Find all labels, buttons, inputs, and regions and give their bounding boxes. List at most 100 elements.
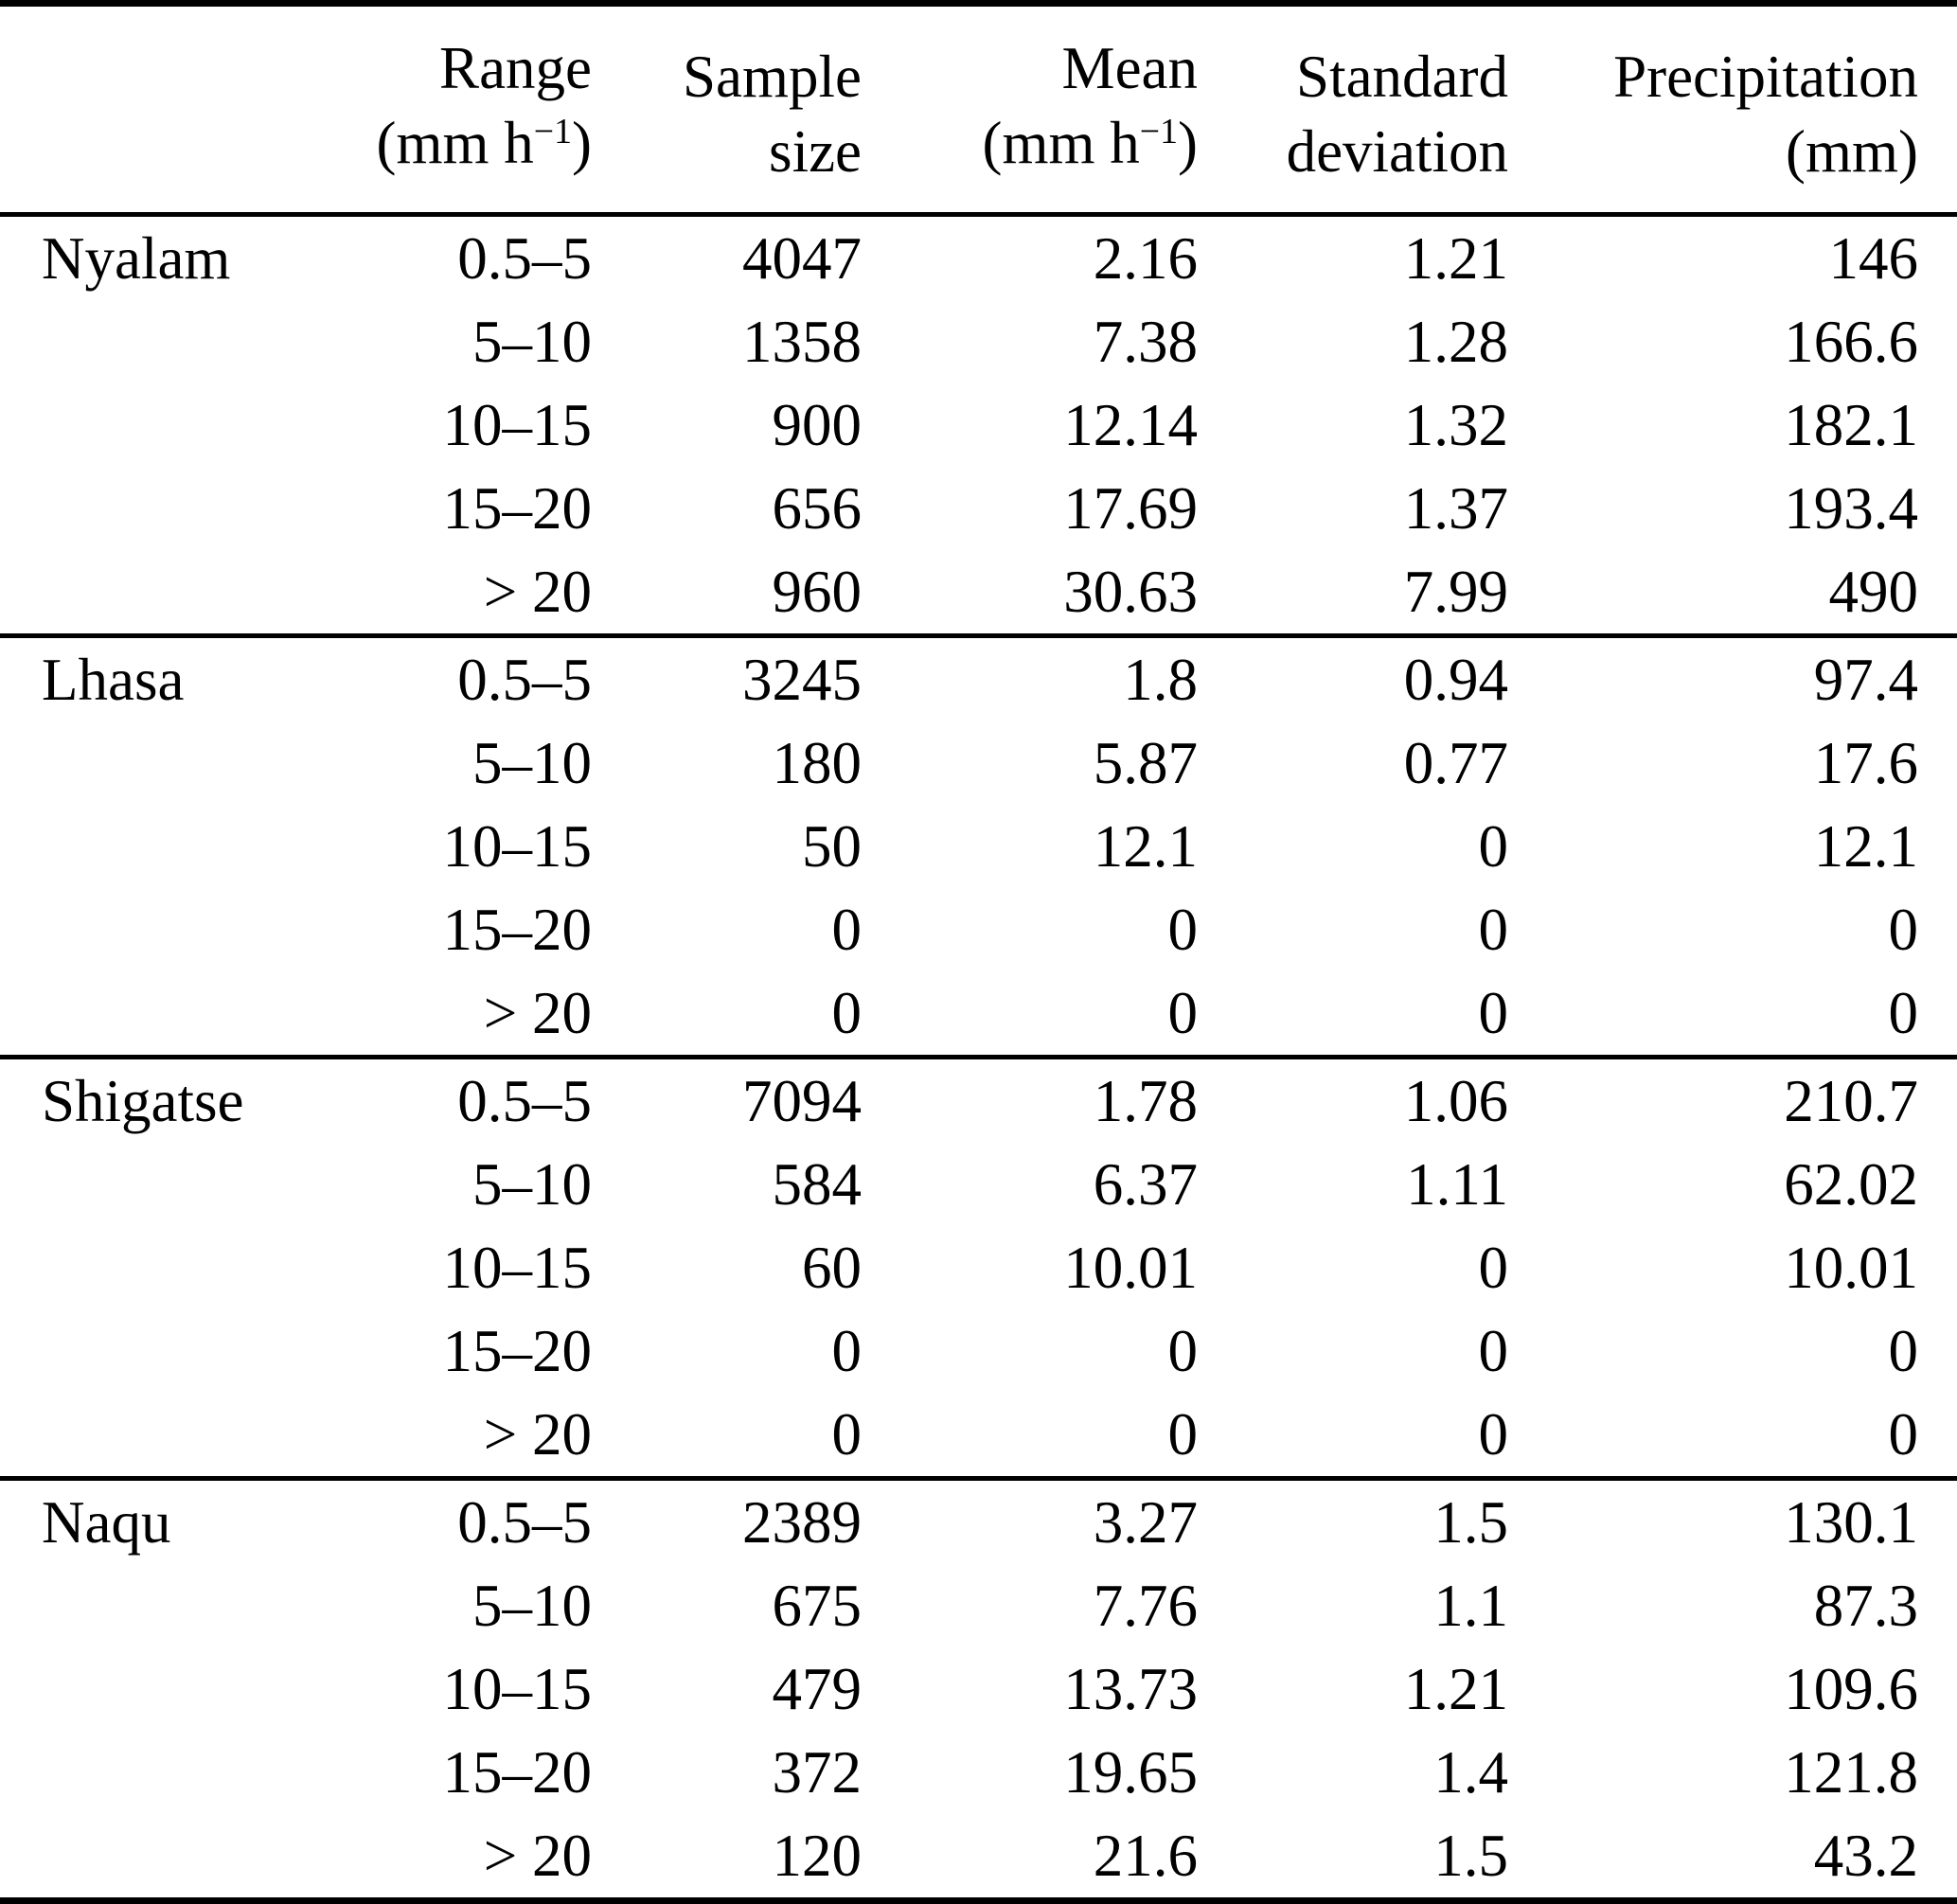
cell-std-dev: 0.94 — [1403, 646, 1508, 713]
table-row: > 20 120 21.6 1.5 43.2 — [0, 1814, 1957, 1901]
table-row: > 20 0 0 0 0 — [0, 1393, 1957, 1479]
cell-precipitation: 43.2 — [1813, 1822, 1918, 1889]
cell-sample-size: 900 — [772, 391, 863, 458]
cell-sample-size: 2389 — [742, 1488, 862, 1556]
cell-mean: 6.37 — [1093, 1150, 1198, 1218]
section-naqu: Naqu 0.5–5 2389 3.27 1.5 130.1 5–10 675 … — [0, 1478, 1957, 1901]
cell-mean: 13.73 — [1063, 1655, 1198, 1722]
cell-std-dev: 1.21 — [1403, 224, 1508, 292]
cell-mean: 0 — [1167, 979, 1199, 1046]
cell-mean: 19.65 — [1063, 1738, 1198, 1806]
cell-std-dev: 1.1 — [1433, 1572, 1508, 1639]
header-row: Range (mm h−1) Sample size Mean (mm h−1)… — [0, 4, 1957, 215]
cell-std-dev: 0 — [1478, 1317, 1509, 1384]
cell-std-dev: 1.37 — [1403, 474, 1508, 542]
table-row: > 20 960 30.63 7.99 490 — [0, 550, 1957, 636]
cell-sample-size: 656 — [772, 474, 863, 542]
cell-mean: 10.01 — [1063, 1234, 1198, 1301]
cell-std-dev: 1.06 — [1403, 1067, 1508, 1134]
header-sample-line2: size — [769, 118, 862, 185]
cell-precipitation: 182.1 — [1784, 391, 1918, 458]
cell-range: > 20 — [483, 558, 592, 625]
cell-precipitation: 0 — [1888, 896, 1919, 963]
cell-precipitation: 490 — [1828, 558, 1919, 625]
cell-precipitation: 10.01 — [1784, 1234, 1918, 1301]
cell-range: 10–15 — [442, 1655, 593, 1722]
header-range-line1: Range — [439, 35, 592, 101]
cell-mean: 1.8 — [1123, 646, 1198, 713]
cell-sample-size: 960 — [772, 558, 863, 625]
table-row: 5–10 180 5.87 0.77 17.6 — [0, 721, 1957, 805]
cell-mean: 1.78 — [1093, 1067, 1198, 1134]
cell-std-dev: 0 — [1478, 1234, 1509, 1301]
cell-range: 5–10 — [472, 729, 592, 796]
header-range-unit: (mm h−1) — [376, 110, 592, 176]
cell-range: 5–10 — [472, 1150, 592, 1218]
cell-sample-size: 180 — [772, 729, 863, 796]
table-row: 15–20 0 0 0 0 — [0, 888, 1957, 971]
cell-station — [0, 1647, 312, 1731]
cell-mean: 12.1 — [1093, 812, 1198, 880]
table-row: Naqu 0.5–5 2389 3.27 1.5 130.1 — [0, 1479, 1957, 1565]
cell-std-dev: 1.21 — [1403, 1655, 1508, 1722]
cell-precipitation: 109.6 — [1784, 1655, 1918, 1722]
cell-mean: 5.87 — [1093, 729, 1198, 796]
header-precip-line1: Precipitation — [1613, 44, 1918, 110]
cell-mean: 0 — [1167, 1400, 1199, 1468]
cell-range: 15–20 — [442, 1738, 593, 1806]
cell-range: 10–15 — [442, 812, 593, 880]
cell-mean: 7.76 — [1093, 1572, 1198, 1639]
cell-range: > 20 — [483, 979, 592, 1046]
header-std-line2: deviation — [1286, 118, 1508, 185]
cell-station — [0, 467, 312, 550]
cell-precipitation: 210.7 — [1784, 1067, 1918, 1134]
cell-std-dev: 0 — [1478, 812, 1509, 880]
cell-station — [0, 300, 312, 383]
cell-sample-size: 1358 — [742, 308, 862, 375]
cell-station: Naqu — [42, 1488, 171, 1556]
cell-sample-size: 675 — [772, 1572, 863, 1639]
cell-station — [0, 721, 312, 805]
cell-sample-size: 7094 — [742, 1067, 862, 1134]
cell-range: > 20 — [483, 1822, 592, 1889]
cell-precipitation: 146 — [1828, 224, 1919, 292]
cell-station — [0, 550, 312, 636]
cell-station — [0, 383, 312, 467]
cell-range: 0.5–5 — [457, 1067, 592, 1134]
cell-sample-size: 4047 — [742, 224, 862, 292]
cell-sample-size: 3245 — [742, 646, 862, 713]
cell-sample-size: 372 — [772, 1738, 863, 1806]
cell-sample-size: 479 — [772, 1655, 863, 1722]
cell-mean: 2.16 — [1093, 224, 1198, 292]
cell-precipitation: 121.8 — [1784, 1738, 1918, 1806]
cell-mean: 3.27 — [1093, 1488, 1198, 1556]
table-row: 15–20 0 0 0 0 — [0, 1309, 1957, 1393]
cell-range: 5–10 — [472, 308, 592, 375]
cell-mean: 0 — [1167, 1317, 1199, 1384]
cell-station — [0, 1393, 312, 1479]
cell-precipitation: 130.1 — [1784, 1488, 1918, 1556]
section-lhasa: Lhasa 0.5–5 3245 1.8 0.94 97.4 5–10 180 … — [0, 635, 1957, 1058]
col-header-range: Range (mm h−1) — [312, 4, 592, 215]
cell-range: 10–15 — [442, 1234, 593, 1301]
cell-precipitation: 87.3 — [1813, 1572, 1918, 1639]
cell-std-dev: 0 — [1478, 896, 1509, 963]
table-row: 10–15 900 12.14 1.32 182.1 — [0, 383, 1957, 467]
cell-std-dev: 1.28 — [1403, 308, 1508, 375]
table-row: 5–10 675 7.76 1.1 87.3 — [0, 1564, 1957, 1647]
cell-range: 0.5–5 — [457, 224, 592, 292]
cell-range: 5–10 — [472, 1572, 592, 1639]
table-row: Nyalam 0.5–5 4047 2.16 1.21 146 — [0, 215, 1957, 301]
cell-precipitation: 97.4 — [1813, 646, 1918, 713]
col-header-sample-size: Sample size — [592, 4, 862, 215]
cell-station — [0, 1814, 312, 1901]
cell-precipitation: 166.6 — [1784, 308, 1918, 375]
cell-mean: 30.63 — [1063, 558, 1198, 625]
cell-station — [0, 1226, 312, 1309]
cell-sample-size: 50 — [802, 812, 862, 880]
header-mean-unit: (mm h−1) — [982, 110, 1198, 176]
superscript: −1 — [533, 112, 573, 152]
col-header-std-dev: Standard deviation — [1198, 4, 1508, 215]
cell-std-dev: 0 — [1478, 1400, 1509, 1468]
cell-std-dev: 1.5 — [1433, 1822, 1508, 1889]
